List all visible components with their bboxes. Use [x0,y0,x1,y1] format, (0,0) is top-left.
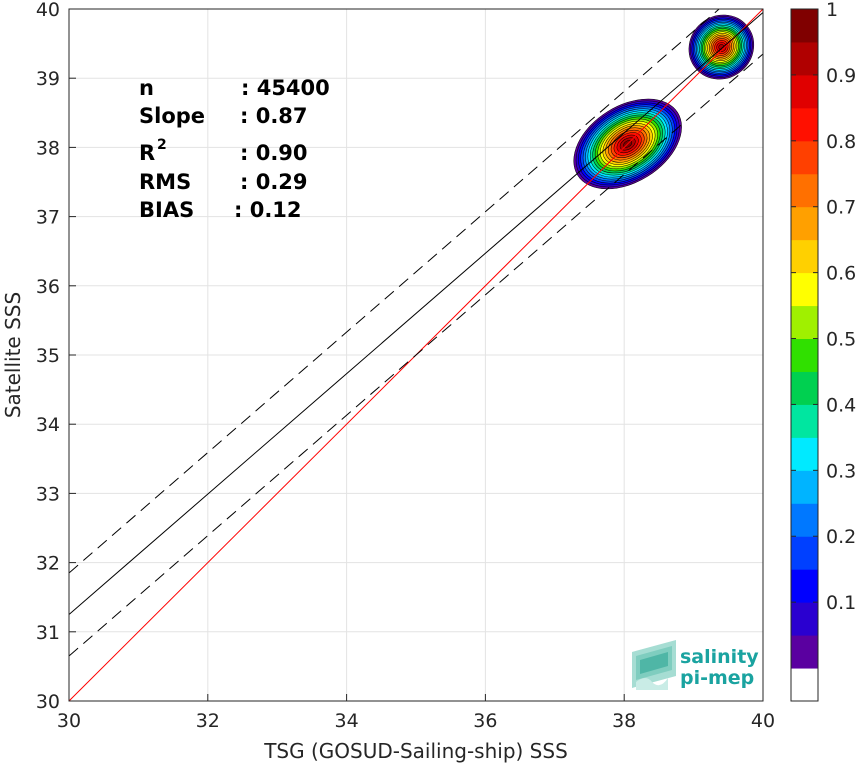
colorbar-tick-label: 0.8 [826,131,856,153]
y-tick-label: 33 [36,483,60,505]
colorbar-tick-label: 0.7 [826,197,856,219]
x-tick-label: 30 [57,710,81,732]
stat-bias-label: BIAS [139,198,194,222]
y-tick-label: 38 [36,137,60,159]
y-tick-label: 30 [36,691,60,713]
x-tick-label: 32 [196,710,220,732]
colorbar-segment [791,404,818,438]
colorbar-tick-label: 0.2 [826,526,856,548]
colorbar-segment [791,140,818,175]
x-tick-label: 40 [751,710,775,732]
colorbar-tick-label: 1 [826,0,838,21]
colorbar-segment [791,74,818,109]
x-tick-label: 38 [612,710,636,732]
colorbar-tick-label: 0.6 [826,263,856,285]
y-tick-label: 31 [36,622,60,644]
stat-slope-label: Slope [139,104,205,128]
fit_upper-line [69,9,720,574]
colorbar-segment [791,602,818,636]
grid [68,8,764,702]
colorbar [790,8,819,702]
colorbar-segment [791,470,818,504]
colorbar-segment [791,536,818,570]
logo-line2: pi-mep [680,667,754,689]
density-contours [573,14,755,190]
x-axis-ticks: 30 32 34 36 38 40 [57,694,775,732]
y-tick-label: 35 [36,345,60,367]
stat-bias-value: : 0.12 [234,198,302,222]
colorbar-tick-label: 0.4 [826,394,856,416]
colorbar-tick-label: 0.5 [826,329,856,351]
colorbar-segment [791,338,818,372]
fit-line [69,12,763,615]
x-tick-label: 36 [473,710,497,732]
colorbar-segment [791,239,818,274]
colorbar-tick-label: 0.3 [826,460,856,482]
y-tick-label: 36 [36,276,60,298]
colorbar-segment [791,173,818,208]
colorbar-segment [791,437,818,471]
colorbar-frame [790,8,819,702]
x-axis-label: TSG (GOSUD-Sailing-ship) SSS [263,739,568,763]
colorbar-ticks: 0.1 0.2 0.3 0.4 0.5 0.6 0.7 0.8 0.9 1 [791,0,856,614]
colorbar-segment [791,272,818,307]
stat-rms-label: RMS [139,170,191,194]
colorbar-segment [791,107,818,142]
stat-rms-value: : 0.29 [240,170,308,194]
y-tick-label: 34 [36,414,60,436]
y-tick-label: 37 [36,207,60,229]
stat-slope-value: : 0.87 [240,104,308,128]
y-tick-label: 39 [36,68,60,90]
stats-block: n : 45400 Slope : 0.87 R 2 : 0.90 RMS : … [139,76,330,222]
stat-n-value: : 45400 [241,76,330,100]
y-axis-label: Satellite SSS [1,292,25,418]
colorbar-segment [791,503,818,537]
fit_lower-line [69,53,763,657]
wave-logo-icon [632,640,676,690]
stat-r2-value: : 0.90 [240,141,308,165]
colorbar-segment [791,569,818,603]
reference-lines [69,9,763,701]
stat-r2-sup: 2 [157,137,167,153]
colorbar-segment [791,635,818,669]
colorbar-segment [791,371,818,405]
salinity-pi-mep-logo: salinity pi-mep [632,640,759,690]
colorbar-segment [791,305,818,340]
colorbar-segment [791,668,818,702]
y-tick-label: 40 [36,0,60,21]
y-tick-label: 32 [36,553,60,575]
colorbar-segment [791,206,818,241]
y-axis-ticks: 30 31 32 33 34 35 36 37 38 39 40 [36,0,76,713]
colorbar-tick-label: 0.9 [826,65,856,87]
stat-r2-label: R [139,141,155,165]
stat-n-label: n [139,76,154,100]
colorbar-segment [791,9,818,43]
x-tick-label: 34 [335,710,359,732]
colorbar-segment [791,41,818,76]
colorbar-tick-label: 0.1 [826,592,856,614]
logo-line1: salinity [680,646,759,668]
